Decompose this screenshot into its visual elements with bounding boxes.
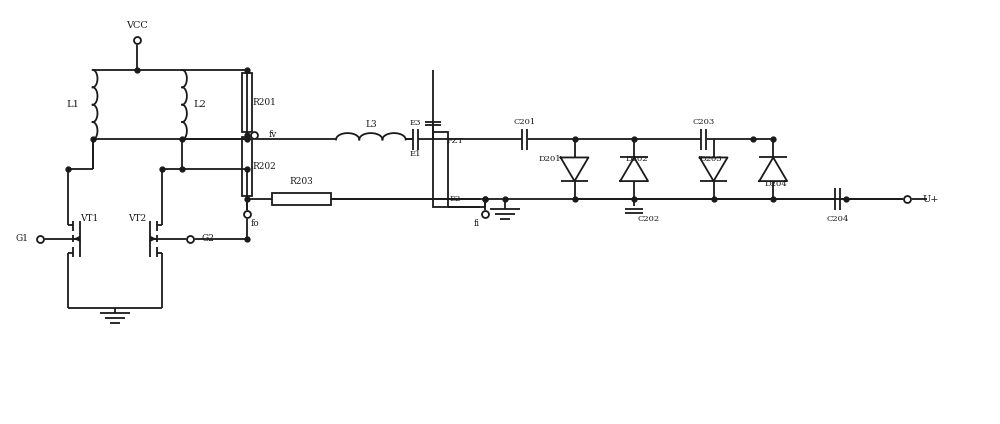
- Text: D204: D204: [765, 180, 788, 188]
- Text: U+: U+: [922, 195, 939, 204]
- Text: PZT: PZT: [447, 137, 464, 145]
- Text: R203: R203: [289, 177, 313, 186]
- Bar: [242, 73, 252, 131]
- Text: G1: G1: [15, 234, 28, 243]
- Text: C203: C203: [693, 117, 715, 126]
- Text: L1: L1: [66, 100, 79, 109]
- Text: L3: L3: [365, 120, 377, 129]
- Text: E1: E1: [410, 151, 421, 159]
- Text: VT2: VT2: [128, 215, 146, 223]
- Text: E3: E3: [409, 119, 421, 127]
- Text: E2: E2: [450, 195, 461, 203]
- Text: fo: fo: [250, 220, 259, 229]
- Text: fi: fi: [474, 220, 480, 229]
- Bar: [433, 131, 448, 207]
- Bar: [272, 193, 331, 205]
- Text: R202: R202: [253, 162, 276, 171]
- Text: D203: D203: [699, 155, 722, 163]
- Text: L2: L2: [194, 100, 206, 109]
- Text: G2: G2: [202, 234, 215, 243]
- Text: fv: fv: [269, 130, 277, 139]
- Text: D202: D202: [626, 155, 648, 163]
- Text: C202: C202: [638, 215, 660, 223]
- Text: VCC: VCC: [127, 21, 148, 30]
- Text: C201: C201: [514, 117, 536, 126]
- Text: D201: D201: [538, 155, 561, 163]
- Text: C204: C204: [827, 215, 849, 223]
- Text: VT1: VT1: [81, 215, 99, 223]
- Text: R201: R201: [253, 98, 276, 107]
- Bar: [242, 137, 252, 196]
